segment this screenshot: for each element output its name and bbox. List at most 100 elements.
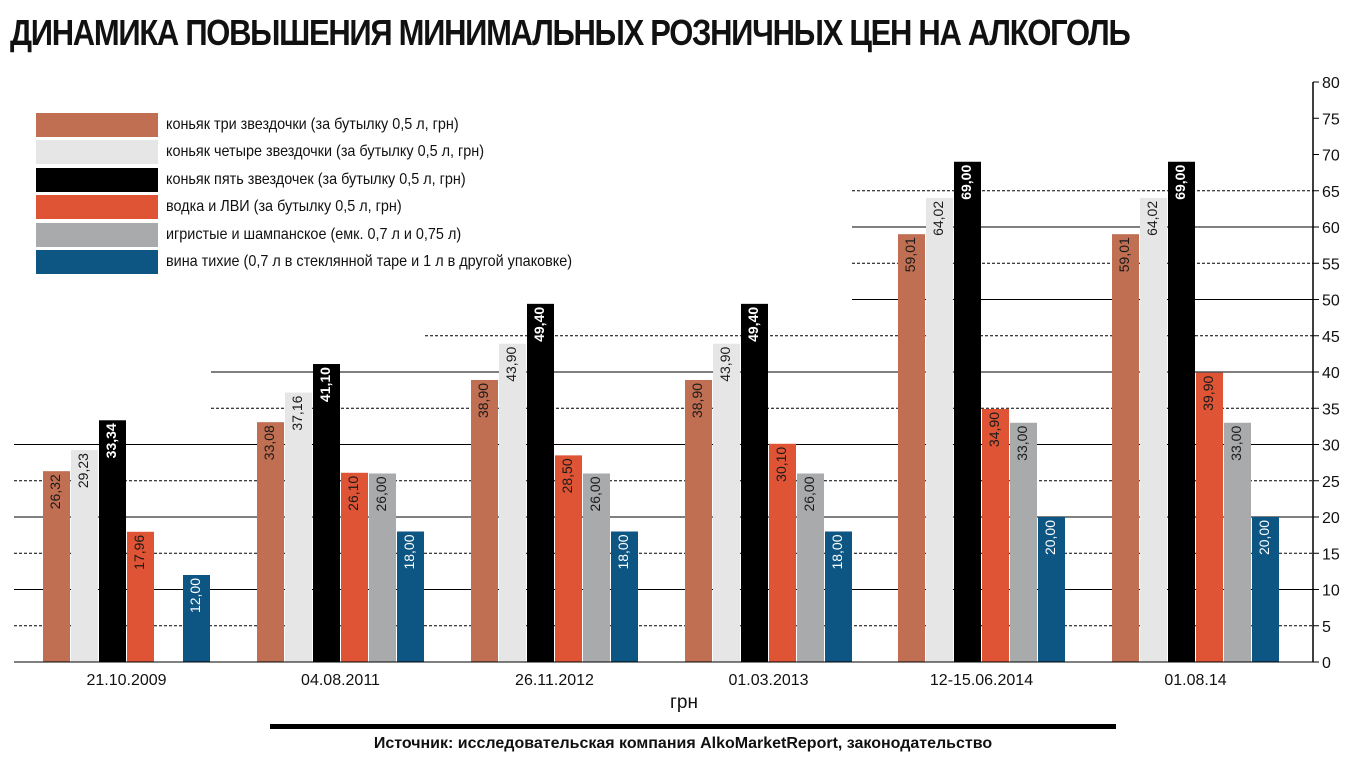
bar-6-21.10.2009 (183, 575, 210, 662)
bar-6-12-15.06.2014 (1038, 517, 1065, 662)
bar-value-label: 38,90 (689, 383, 705, 418)
y-tick-label: 10 (1322, 583, 1340, 600)
legend-label: водка и ЛВИ (за бутылку 0,5 л, грн) (166, 198, 402, 216)
bar-value-label: 64,02 (930, 201, 946, 236)
bar-3-01.03.2013 (741, 303, 768, 662)
legend-item: коньяк пять звездочек (за бутылку 0,5 л,… (36, 166, 617, 194)
legend-label: коньяк четыре звездочки (за бутылку 0,5 … (166, 143, 485, 161)
bar-4-12-15.06.2014 (982, 408, 1009, 662)
bar-1-01.03.2013 (685, 379, 712, 662)
bar-value-label: 38,90 (475, 383, 491, 418)
bar-value-label: 59,01 (902, 237, 918, 272)
bar-3-01.08.14 (1168, 161, 1195, 662)
y-tick-label: 5 (1322, 619, 1331, 636)
legend-label: вина тихие (0,7 л в стеклянной таре и 1 … (166, 253, 573, 271)
y-tick-label: 40 (1322, 365, 1340, 382)
bar-value-label: 33,34 (103, 423, 119, 458)
y-tick-label: 70 (1322, 148, 1340, 165)
bar-value-label: 34,90 (986, 412, 1002, 447)
bar-value-label: 43,90 (717, 347, 733, 382)
y-tick-label: 30 (1322, 438, 1340, 455)
bar-2-21.10.2009 (71, 450, 98, 662)
y-tick-label: 25 (1322, 474, 1340, 491)
bar-value-label: 26,00 (587, 476, 603, 511)
bar-value-label: 20,00 (1042, 520, 1058, 555)
bar-value-label: 43,90 (503, 347, 519, 382)
bar-6-01.08.14 (1252, 517, 1279, 662)
bar-6-01.03.2013 (825, 531, 852, 662)
source-note: Источник: исследовательская компания Alk… (373, 735, 993, 752)
legend-swatch (36, 112, 158, 137)
bar-value-label: 49,40 (745, 307, 761, 342)
y-tick-label: 45 (1322, 329, 1340, 346)
bar-value-label: 12,00 (187, 578, 203, 613)
bar-4-04.08.2011 (341, 472, 368, 662)
legend-swatch (36, 140, 158, 165)
source-divider (270, 724, 1116, 729)
x-axis-label: грн (670, 692, 698, 713)
y-tick-label: 15 (1322, 546, 1340, 563)
bar-value-label: 33,08 (261, 425, 277, 460)
bar-value-label: 29,23 (75, 453, 91, 488)
bar-5-12-15.06.2014 (1010, 422, 1037, 662)
x-tick-label: 01.08.14 (1164, 672, 1226, 689)
x-tick-label: 12-15.06.2014 (930, 672, 1033, 689)
bar-value-label: 69,00 (958, 165, 974, 200)
legend-swatch (36, 195, 158, 220)
bar-value-label: 37,16 (289, 395, 305, 430)
bar-value-label: 69,00 (1172, 165, 1188, 200)
x-tick-labels: 21.10.2009 04.08.2011 26.11.2012 01.03.2013… (86, 672, 1226, 689)
bar-value-label: 28,50 (559, 458, 575, 493)
bar-5-01.08.14 (1224, 422, 1251, 662)
bar-3-26.11.2012 (527, 303, 554, 662)
bar-value-label: 26,10 (345, 476, 361, 511)
bar-5-26.11.2012 (583, 473, 610, 662)
y-tick-label: 55 (1322, 256, 1340, 273)
bar-value-label: 64,02 (1144, 201, 1160, 236)
bar-2-26.11.2012 (499, 343, 526, 662)
bar-value-label: 26,00 (373, 476, 389, 511)
legend-label: коньяк три звездочки (за бутылку 0,5 л, … (166, 115, 459, 133)
legend-swatch (36, 167, 158, 192)
bar-2-01.03.2013 (713, 343, 740, 662)
y-tick-label: 60 (1322, 220, 1340, 237)
legend-item: вина тихие (0,7 л в стеклянной таре и 1 … (36, 249, 617, 277)
legend-label: игристые и шампанское (емк. 0,7 л и 0,75… (166, 225, 462, 243)
bar-value-label: 33,00 (1014, 426, 1030, 461)
bar-value-label: 18,00 (401, 534, 417, 569)
bar-3-04.08.2011 (313, 364, 340, 662)
bar-value-label: 33,00 (1228, 426, 1244, 461)
bar-value-label: 59,01 (1116, 237, 1132, 272)
y-tick-label: 65 (1322, 184, 1340, 201)
bar-value-label: 17,96 (131, 535, 147, 570)
bar-5-01.03.2013 (797, 473, 824, 662)
bar-1-21.10.2009 (43, 471, 70, 662)
bar-value-label: 41,10 (317, 367, 333, 402)
bar-5-04.08.2011 (369, 473, 396, 662)
x-tick-label: 21.10.2009 (86, 672, 166, 689)
bar-1-26.11.2012 (471, 379, 498, 662)
legend-item: игристые и шампанское (емк. 0,7 л и 0,75… (36, 221, 617, 249)
bar-1-04.08.2011 (257, 422, 284, 662)
bar-4-21.10.2009 (127, 531, 154, 662)
x-tick-label: 04.08.2011 (301, 672, 380, 689)
legend-swatch (36, 250, 158, 275)
y-axis: 0 5 10 15 20 25 30 35 40 45 50 55 60 65 70 75 80 (14, 75, 1340, 672)
bar-6-26.11.2012 (611, 531, 638, 662)
bar-value-label: 39,90 (1200, 376, 1216, 411)
chart-title: ДИНАМИКА ПОВЫШЕНИЯ МИНИМАЛЬНЫХ РОЗНИЧНЫХ… (10, 12, 1131, 53)
x-tick-label: 01.03.2013 (728, 672, 808, 689)
bar-2-04.08.2011 (285, 392, 312, 662)
bar-value-label: 20,00 (1256, 520, 1272, 555)
legend: коньяк три звездочки (за бутылку 0,5 л, … (36, 111, 617, 276)
y-tick-label: 35 (1322, 401, 1340, 418)
bar-value-label: 26,32 (47, 474, 63, 509)
legend-item: коньяк три звездочки (за бутылку 0,5 л, … (36, 111, 617, 139)
bar-value-label: 30,10 (773, 447, 789, 482)
bar-3-12-15.06.2014 (954, 161, 981, 662)
legend-item: коньяк четыре звездочки (за бутылку 0,5 … (36, 139, 617, 167)
bar-2-12-15.06.2014 (926, 197, 953, 663)
bar-value-label: 26,00 (801, 476, 817, 511)
x-tick-label: 26.11.2012 (515, 672, 594, 689)
